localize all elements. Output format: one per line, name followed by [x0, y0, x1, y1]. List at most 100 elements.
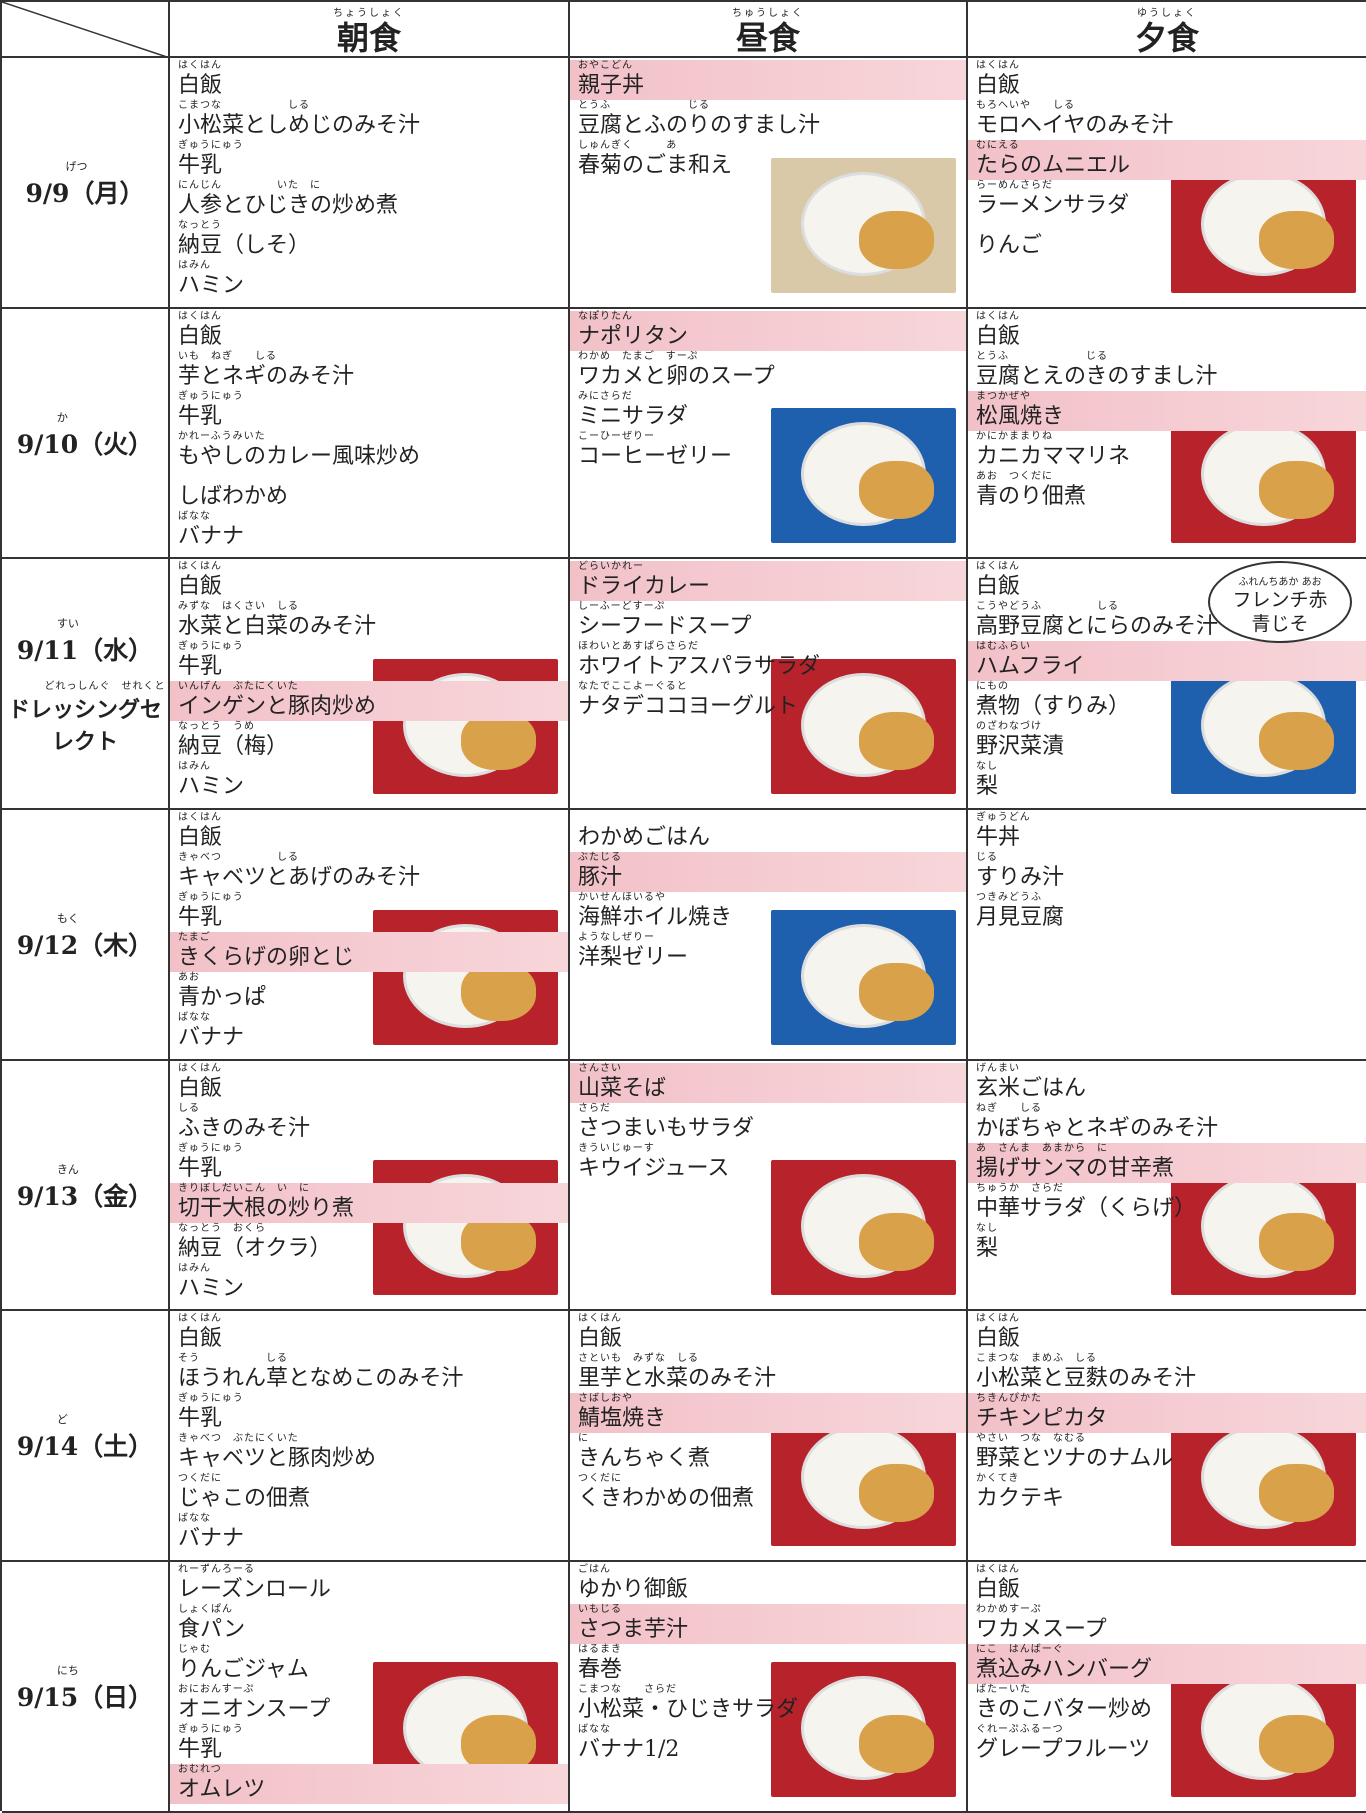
menu-item: きりぼしだいこん い に切干大根の炒り煮 — [170, 1182, 568, 1223]
menu-item: はくはん 白飯 — [968, 561, 1366, 601]
menu-item: いんげん ぶたにくいた インゲンと豚肉炒め — [170, 681, 568, 722]
item-name: 洋梨ゼリー — [578, 945, 689, 971]
meal-cell: はくはん 白飯 こうやどうふ しる 高野豆腐とにらのみそ汁 はむふらい ハムフライ にもの煮… — [968, 559, 1366, 811]
menu-item: なっとう うめ 納豆（梅） — [170, 721, 568, 761]
item-name: ゆかり御飯 — [578, 1577, 689, 1603]
item-ruby: しょくぱん — [178, 1604, 233, 1616]
date-wrap: すい 9/11（水） — [17, 612, 153, 667]
meal-cell: はくはん 白飯 もろへいや しる モロヘイヤのみそ汁 むにえる たらのムニエル らーめんさら… — [968, 58, 1366, 309]
item-ruby: ほわいとあすぱらさらだ — [578, 641, 699, 653]
meal-title: 朝食 — [336, 19, 401, 57]
item-name: 牛乳 — [178, 403, 223, 429]
item-name: 白飯 — [578, 1326, 623, 1352]
item-ruby: わかめすーぷ — [976, 1604, 1042, 1616]
item-ruby: もろへいや しる — [976, 100, 1075, 111]
menu-item: のざわなづけ 野沢菜漬 — [968, 721, 1366, 761]
food — [461, 1714, 536, 1773]
menu-item: しる ふきのみそ汁 — [170, 1103, 568, 1143]
item-ruby: ねぎ しる — [976, 1102, 1042, 1114]
date-cell: もく 9/12（木） — [2, 810, 170, 1061]
menu-item: ばなな バナナ — [170, 1513, 568, 1553]
item-name: 牛乳 — [178, 905, 223, 931]
food-photo — [771, 408, 956, 544]
menu-item: ぶたじる 豚汁 — [570, 852, 966, 893]
menu-item: はみん ハミン — [170, 1263, 568, 1303]
menu-item: にきんちゃく煮 — [570, 1433, 966, 1473]
meal-cell: はくはん 白飯 そう しる ほうれん草となめこのみそ汁 ぎゅうにゅう 牛乳 きゃべつ ぶたに… — [170, 1311, 570, 1563]
menu-item: ぎゅうにゅう 牛乳 — [170, 1393, 568, 1433]
diagonal — [2, 2, 167, 56]
dressing-select-ruby: どれっしんぐ せれくと — [44, 680, 166, 692]
item-name: 里芋と水菜のみそ汁 — [578, 1366, 777, 1392]
menu-item: なっとう おくら 納豆（オクラ） — [170, 1223, 568, 1263]
item-ruby-space — [578, 812, 966, 824]
handwritten-note: ふれんちあか あお フレンチ赤 青じそ — [1208, 561, 1352, 644]
date: 9/11（水） — [16, 635, 154, 665]
item-ruby: みずな はくさい しる — [178, 601, 299, 613]
menu-item: ぎゅうにゅう 牛乳 — [170, 1724, 568, 1764]
menu-item: はくはん 白飯 — [170, 311, 568, 351]
item-name: 高野豆腐とにらのみそ汁 — [976, 614, 1219, 640]
item-name: 白飯 — [976, 73, 1021, 98]
item-ruby: なっとう — [178, 220, 222, 231]
item-ruby: はるまき — [578, 1644, 622, 1656]
date-cell: すい 9/11（水） どれっしんぐ せれくと ドレッシングセレクト — [2, 559, 170, 811]
menu-item: いもじる さつま芋汁 — [570, 1604, 966, 1645]
date-cell: ど 9/14（土） — [2, 1311, 170, 1563]
item-ruby: むにえる — [976, 140, 1020, 151]
menu-item: ぐれーぷふるーつ グレープフルーツ — [968, 1724, 1366, 1764]
item-name: 白飯 — [178, 1326, 223, 1352]
item-name: ミニサラダ — [578, 403, 689, 429]
item-ruby: どらいかれー — [578, 561, 644, 573]
item-ruby: はくはん — [976, 310, 1020, 322]
item-name: ハミン — [178, 273, 245, 298]
item-ruby: ちきんぴかた — [976, 1393, 1042, 1405]
food — [859, 962, 934, 1021]
plate — [801, 1675, 934, 1780]
item-ruby: ぎゅうにゅう — [178, 1393, 244, 1405]
item-name: わかめごはん — [578, 825, 711, 851]
menu-item: わかめごはん — [570, 812, 966, 852]
item-ruby: はくはん — [578, 1313, 622, 1325]
item-name: 野菜とツナのナムル — [976, 1446, 1174, 1472]
menu-item: ばなな バナナ — [170, 511, 568, 551]
menu-item: みずな はくさい しる 水菜と白菜のみそ汁 — [170, 601, 568, 641]
food-photo — [771, 659, 956, 795]
date-wrap: もく 9/12（木） — [17, 907, 153, 962]
menu-item: ちきんぴかた チキンピカタ — [968, 1393, 1366, 1434]
item-name: 白飯 — [976, 1326, 1021, 1352]
item-name: くきわかめの佃煮 — [578, 1486, 755, 1512]
item-ruby: こまつな さらだ — [578, 1684, 677, 1696]
item-name: たらのムニエル — [976, 153, 1131, 178]
item-ruby: おやこどん — [578, 60, 633, 71]
menu-item: にもの 煮物（すりみ） — [968, 681, 1366, 721]
meal-cell: はくはん 白飯 こまつな まめふ しる 小松菜と豆麩のみそ汁 ちきんぴかた チキンピカタや… — [968, 1311, 1366, 1563]
menu-item: はくはん 白飯 — [968, 1313, 1366, 1353]
plate — [801, 1425, 934, 1530]
item-ruby: ばたーいた — [976, 1684, 1031, 1696]
item-ruby: らーめんさらだ — [976, 180, 1053, 191]
meal-title-ruby: ゆうしょく — [1137, 8, 1197, 19]
item-ruby: なっとう おくら — [178, 1222, 266, 1234]
meal-cell: げんまい 玄米ごはん ねぎ しる かぼちゃとネギのみそ汁あ さんま あまから に揚げサ… — [968, 1061, 1366, 1312]
item-ruby: にんじん いた に — [178, 180, 321, 191]
item-name: すりみ汁 — [976, 865, 1065, 891]
food — [1259, 1714, 1334, 1773]
menu-item: こまつな さらだ 小松菜・ひじきサラダ — [570, 1684, 966, 1724]
item-name: 青のり佃煮 — [976, 483, 1087, 509]
item-ruby: しる — [178, 1102, 200, 1114]
menu-item: はみん ハミン — [170, 260, 568, 300]
date: 9/12（木） — [16, 930, 154, 960]
menu-item: あ さんま あまから に揚げサンマの甘辛煮 — [968, 1142, 1366, 1183]
item-name: じゃこの佃煮 — [178, 1486, 311, 1512]
item-ruby: きりぼしだいこん い に — [178, 1182, 310, 1194]
item-name: 白飯 — [976, 323, 1021, 349]
item-name: シーフードスープ — [578, 614, 752, 640]
item-name: レーズンロール — [178, 1577, 331, 1603]
meal-cell: はくはん 白飯 こまつな しる 小松菜としめじのみそ汁 ぎゅうにゅう 牛乳 にんじん いた … — [170, 58, 570, 309]
menu-item: はくはん 白飯 — [968, 1564, 1366, 1604]
meal-cell: おやこどん 親子丼 とうふ じる 豆腐とふのりのすまし汁 しゅんぎく あ春菊のごま和え — [570, 58, 968, 309]
menu-item: にんじん いた に人参とひじきの炒め煮 — [170, 180, 568, 220]
menu-item: あお 青かっぱ — [170, 972, 568, 1012]
item-name: 煮物（すりみ） — [976, 694, 1131, 720]
